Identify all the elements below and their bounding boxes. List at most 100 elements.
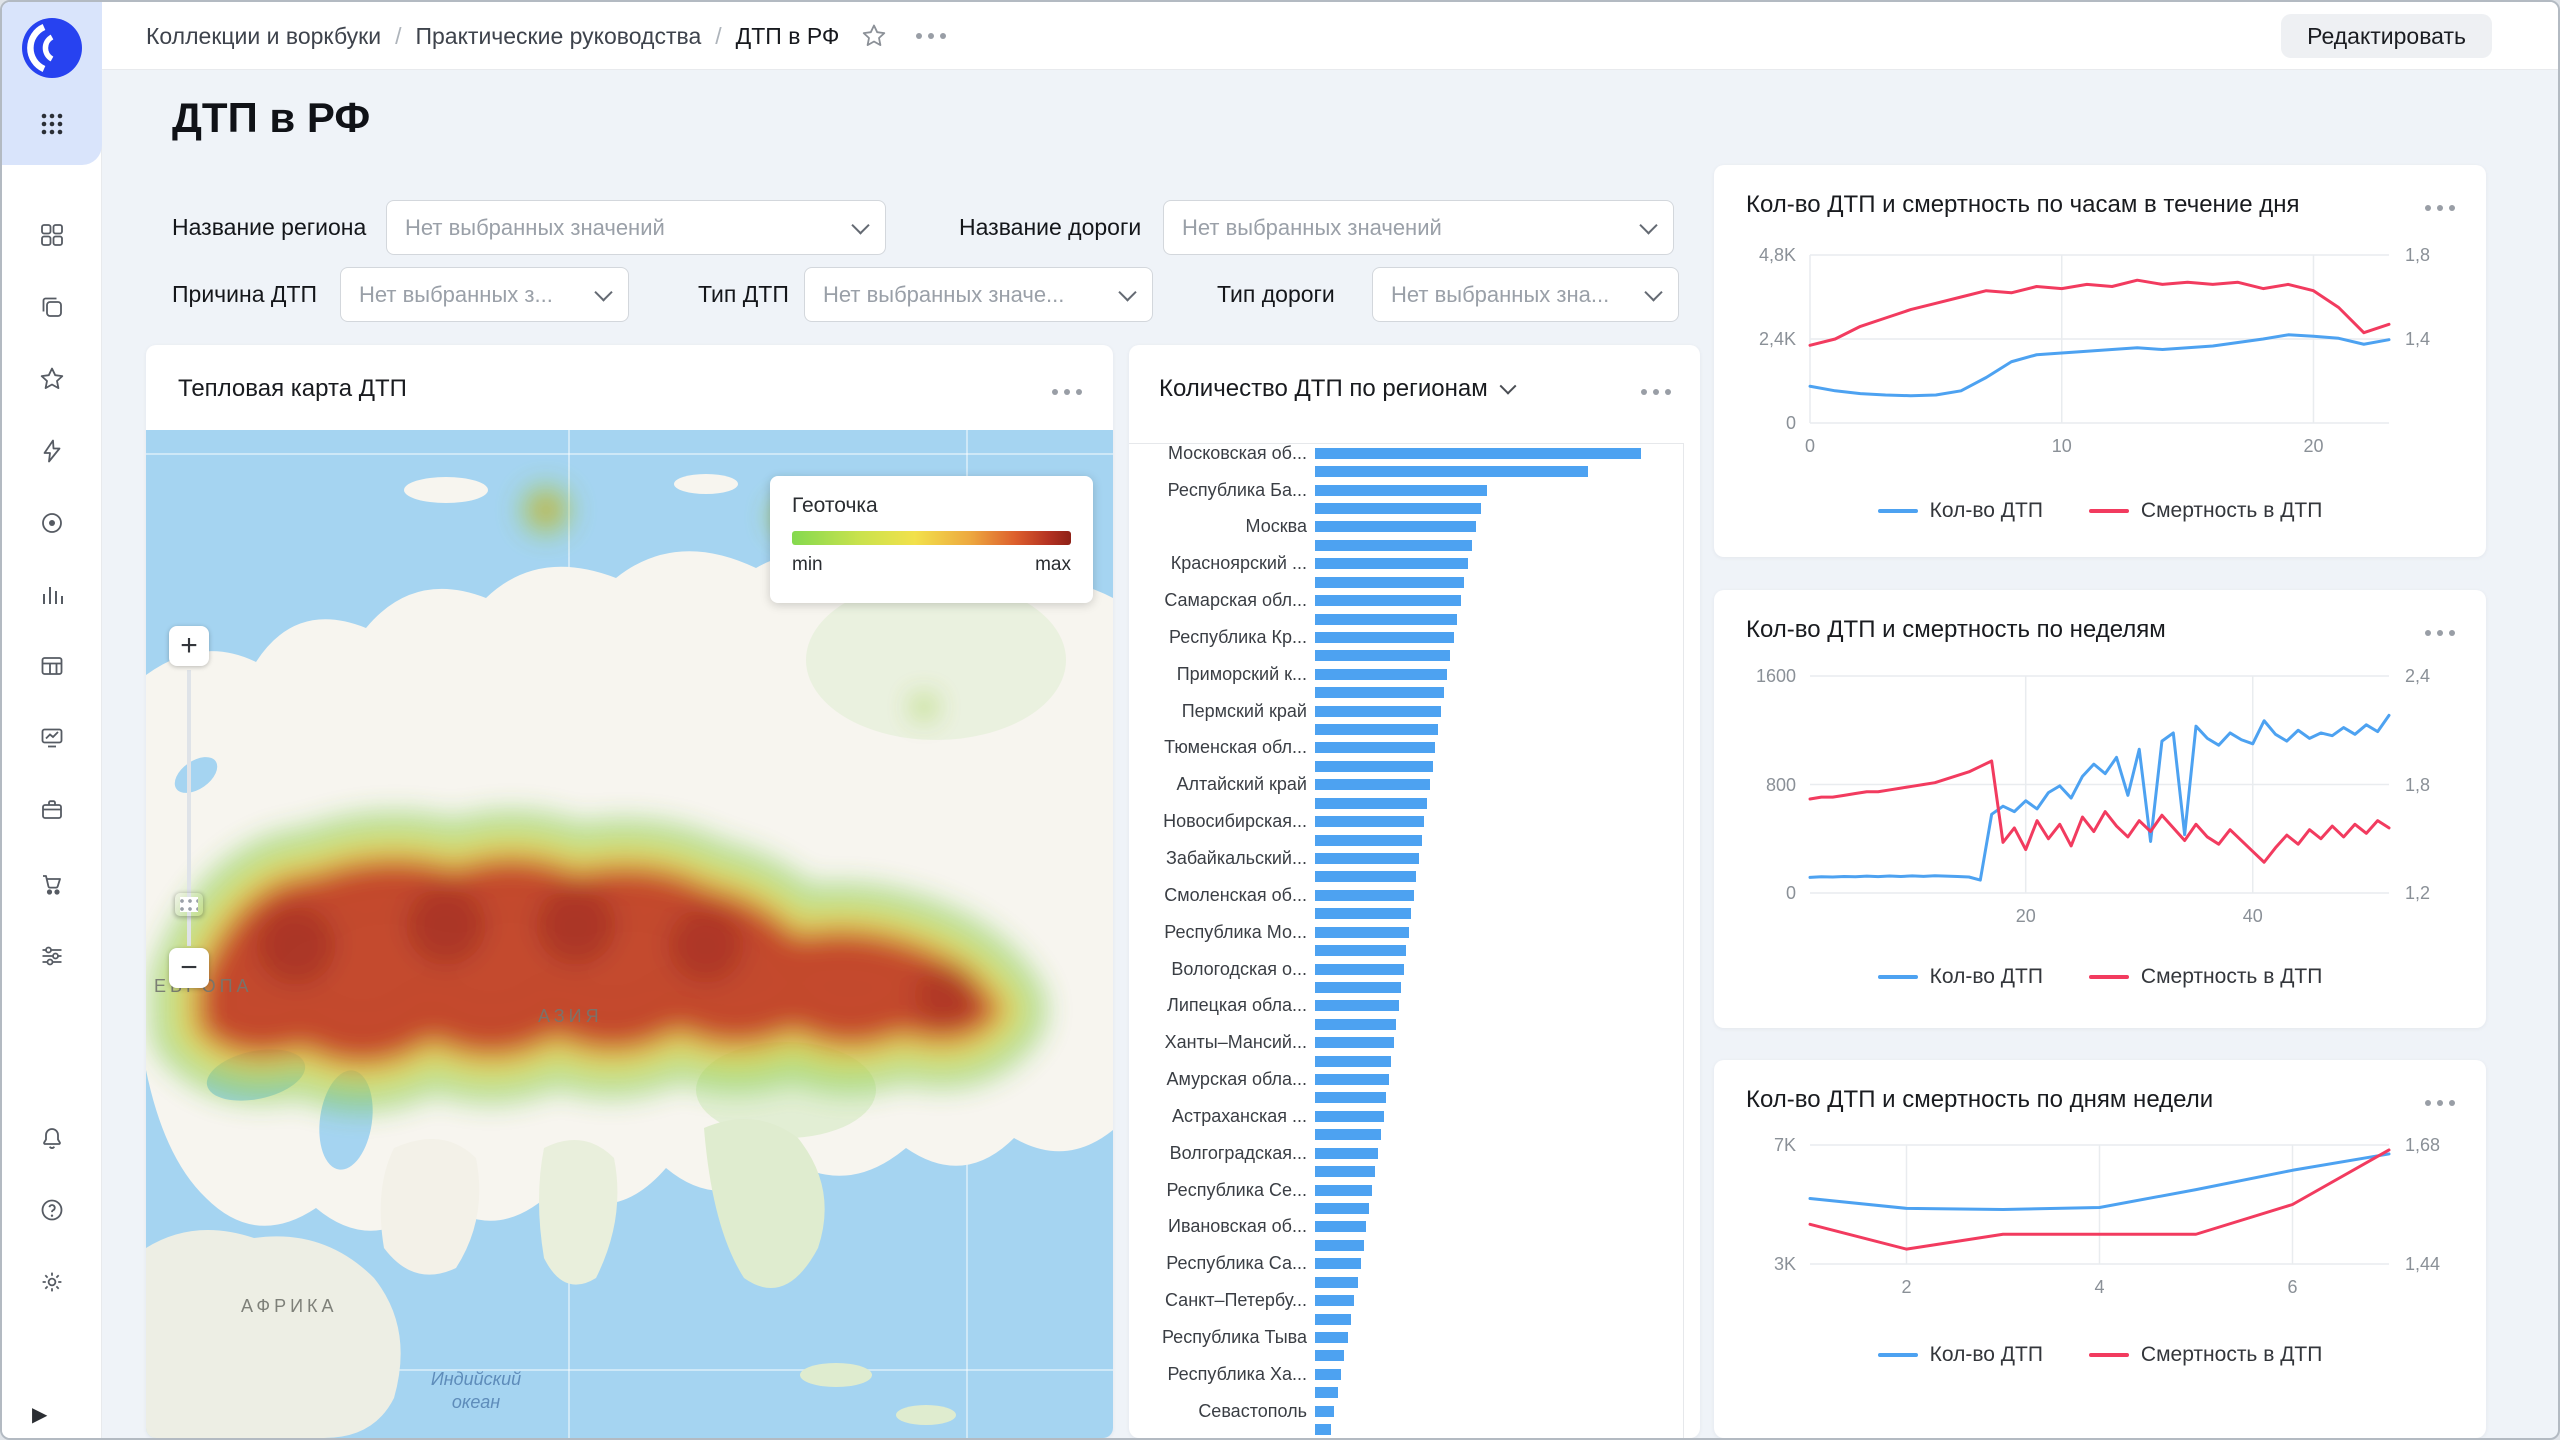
collections-icon[interactable] xyxy=(2,281,102,333)
zoom-out-button[interactable]: − xyxy=(169,948,209,988)
bar[interactable] xyxy=(1315,908,1412,920)
legend-item-accidents[interactable]: Кол-во ДТП xyxy=(1877,1343,2043,1367)
widget-menu-icon[interactable] xyxy=(2424,199,2456,217)
bar[interactable] xyxy=(1315,1276,1358,1288)
bar[interactable] xyxy=(1315,631,1454,643)
bar[interactable] xyxy=(1315,1350,1345,1362)
bar[interactable] xyxy=(1315,760,1433,772)
bar[interactable] xyxy=(1315,1221,1367,1233)
bar[interactable] xyxy=(1315,1129,1382,1141)
series-line[interactable] xyxy=(1808,759,2391,864)
notifications-bell-icon[interactable] xyxy=(2,1112,102,1164)
edit-button[interactable]: Редактировать xyxy=(2281,14,2492,58)
legend-item-accidents[interactable]: Кол-во ДТП xyxy=(1877,499,2043,523)
bar[interactable] xyxy=(1315,539,1473,551)
datalens-logo[interactable] xyxy=(2,18,102,78)
legend-item-mortality[interactable]: Смертность в ДТП xyxy=(2088,499,2322,523)
help-icon[interactable] xyxy=(2,1184,102,1236)
bar[interactable] xyxy=(1315,502,1482,514)
hourly-line-chart[interactable]: 0 2,4K 4,8K 1,4 1,8 0 10 20 xyxy=(1714,165,2486,557)
legend-item-mortality[interactable]: Смертность в ДТП xyxy=(2088,965,2322,989)
widget-menu-icon[interactable] xyxy=(1640,383,1672,401)
more-menu-icon[interactable] xyxy=(915,32,947,40)
storage-box-icon[interactable] xyxy=(2,784,102,836)
bar[interactable] xyxy=(1315,963,1404,975)
dashboards-icon[interactable] xyxy=(2,209,102,261)
bar[interactable] xyxy=(1315,724,1439,736)
bar[interactable] xyxy=(1315,1037,1394,1049)
charts-icon[interactable] xyxy=(2,569,102,621)
bar[interactable] xyxy=(1315,1055,1392,1067)
widget-menu-icon[interactable] xyxy=(2424,1094,2456,1112)
bar[interactable] xyxy=(1315,1018,1397,1030)
monitoring-icon[interactable] xyxy=(2,497,102,549)
bar[interactable] xyxy=(1315,705,1442,717)
dashboard-monitor-icon[interactable] xyxy=(2,712,102,764)
widget-menu-icon[interactable] xyxy=(1051,383,1083,401)
bar[interactable] xyxy=(1315,1368,1341,1380)
bar[interactable] xyxy=(1315,595,1461,607)
filter-select-region[interactable]: Нет выбранных значений xyxy=(386,200,886,255)
lightning-icon[interactable] xyxy=(2,425,102,477)
bar[interactable] xyxy=(1315,466,1589,478)
bar[interactable] xyxy=(1315,558,1469,570)
favorites-star-icon[interactable] xyxy=(2,353,102,405)
bar[interactable] xyxy=(1315,1239,1364,1251)
weekly-line-chart[interactable]: 0 800 1600 1,2 1,8 2,4 20 40 xyxy=(1714,590,2486,1028)
bar[interactable] xyxy=(1315,1313,1351,1325)
regions-bar-chart[interactable]: Московская об... Республика Ба... Москва Кр… xyxy=(1129,443,1684,1438)
bar[interactable] xyxy=(1315,1203,1370,1214)
bar[interactable] xyxy=(1315,889,1414,901)
settings-sliders-icon[interactable] xyxy=(2,930,102,982)
series-line[interactable] xyxy=(1808,713,2391,882)
bar[interactable] xyxy=(1315,1424,1331,1436)
zoom-slider-handle[interactable] xyxy=(174,892,204,917)
bar[interactable] xyxy=(1315,1405,1335,1417)
bar[interactable] xyxy=(1315,1110,1384,1122)
bar[interactable] xyxy=(1315,668,1448,680)
bar[interactable] xyxy=(1315,1092,1387,1104)
filter-select-dtp-type[interactable]: Нет выбранных значе... xyxy=(804,267,1153,322)
bar[interactable] xyxy=(1315,1184,1373,1196)
bar[interactable] xyxy=(1315,1295,1355,1307)
bar[interactable] xyxy=(1315,447,1642,459)
heatmap-map[interactable]: ЕВРОПА АЗИЯ АФРИКА Индийский океан Геото… xyxy=(146,430,1113,1438)
favorite-star-icon[interactable] xyxy=(861,23,887,49)
breadcrumb-collections[interactable]: Коллекции и воркбуки xyxy=(146,22,382,49)
widget-menu-icon[interactable] xyxy=(2424,624,2456,642)
series-line[interactable] xyxy=(1808,1152,2391,1212)
bar[interactable] xyxy=(1315,852,1419,864)
bar[interactable] xyxy=(1315,1074,1389,1086)
bar[interactable] xyxy=(1315,1387,1338,1399)
bar[interactable] xyxy=(1315,834,1422,846)
bar[interactable] xyxy=(1315,926,1409,938)
bar[interactable] xyxy=(1315,687,1445,699)
marketplace-cart-icon[interactable] xyxy=(2,858,102,910)
bar[interactable] xyxy=(1315,1331,1348,1343)
bar[interactable] xyxy=(1315,613,1458,625)
series-line[interactable] xyxy=(1808,278,2391,347)
gear-icon[interactable] xyxy=(2,1256,102,1308)
bar[interactable] xyxy=(1315,871,1417,883)
filter-select-cause[interactable]: Нет выбранных з... xyxy=(340,267,629,322)
filter-select-road[interactable]: Нет выбранных значений xyxy=(1163,200,1674,255)
bar[interactable] xyxy=(1315,981,1402,993)
apps-grid-icon[interactable] xyxy=(2,98,102,150)
bar[interactable] xyxy=(1315,1000,1399,1012)
bar[interactable] xyxy=(1315,1166,1376,1178)
breadcrumb-guides[interactable]: Практические руководства xyxy=(415,22,702,49)
bar[interactable] xyxy=(1315,576,1465,588)
bar[interactable] xyxy=(1315,521,1477,533)
zoom-slider-track[interactable] xyxy=(187,670,191,946)
bar[interactable] xyxy=(1315,945,1407,957)
series-line[interactable] xyxy=(1808,333,2391,398)
sidebar-collapse-arrow[interactable]: ▶ xyxy=(32,1404,48,1426)
bar[interactable] xyxy=(1315,742,1436,754)
chevron-down-icon[interactable] xyxy=(1499,377,1517,395)
daily-line-chart[interactable]: 3K 7K 1,44 1,68 2 4 6 xyxy=(1714,1060,2486,1438)
bar[interactable] xyxy=(1315,650,1451,662)
bar[interactable] xyxy=(1315,779,1430,791)
bar[interactable] xyxy=(1315,1258,1361,1270)
series-line[interactable] xyxy=(1808,1148,2391,1251)
bar[interactable] xyxy=(1315,797,1428,809)
